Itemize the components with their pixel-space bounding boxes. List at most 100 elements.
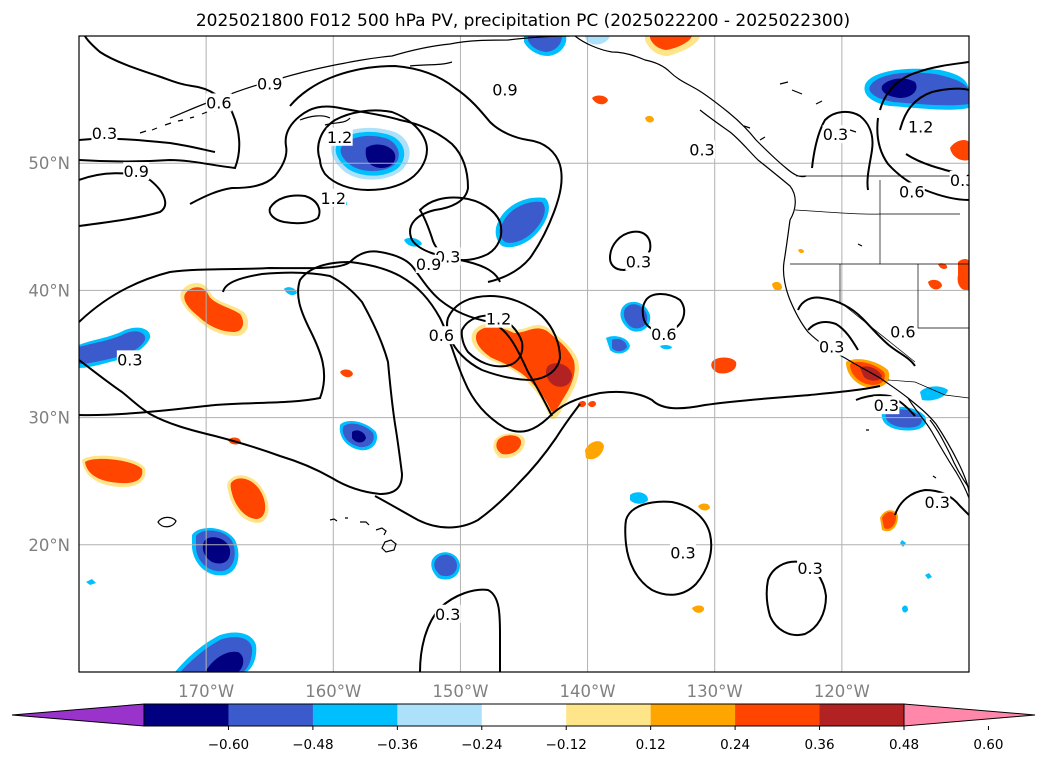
contour-label-bg (91, 123, 118, 142)
colorbar-extend-min (11, 703, 145, 727)
colorbar-tick-label: −0.48 (292, 737, 333, 753)
contour-label: 0.3 (823, 125, 848, 144)
coast-islands (743, 125, 937, 479)
precip-pos-blob (928, 279, 942, 290)
precip-pos-blob (496, 435, 522, 455)
precip-pos-blob (772, 281, 782, 291)
contour-label-bg (434, 604, 461, 623)
contour-label: 0.3 (874, 396, 899, 415)
lat-tick-label: 20°N (28, 536, 70, 555)
lon-tick-label: 120°W (814, 682, 870, 701)
contour-label: 0.6 (899, 182, 924, 201)
precip-neg-blob (585, 36, 610, 45)
pv-contour-line (189, 105, 501, 283)
colorbar-tick-label: −0.60 (208, 737, 249, 753)
contour-label-bg (415, 254, 442, 273)
colorbar-segment (397, 704, 483, 726)
precip-neg-blob (352, 430, 366, 443)
contour-label: 0.3 (435, 605, 460, 624)
pv-contour-line (374, 403, 581, 529)
midway (157, 516, 177, 528)
colorbar-segment (228, 704, 314, 726)
precip-neg-blob (920, 386, 948, 401)
colorbar: −0.60 −0.48 −0.36 −0.24 −0.12 0.12 0.24 0.36 0.4… (11, 703, 1036, 753)
pv-contour-line (765, 560, 828, 636)
contour-label-bg (669, 543, 696, 562)
map-title: 2025021800 F012 500 hPa PV, precipitatio… (196, 11, 850, 31)
contour-label-bg (898, 182, 925, 201)
contour-label-bg (491, 80, 518, 99)
precip-pos-blob (882, 511, 896, 529)
precip-neg-blob (205, 651, 244, 672)
pv-contour-line (797, 296, 916, 367)
contour-label-bg (123, 162, 150, 181)
precip-neg-blob (434, 554, 457, 577)
pv-contour-line (876, 117, 969, 201)
pv-contour-line (624, 500, 713, 596)
state-border-id (879, 180, 969, 265)
alaska-interior (299, 61, 453, 126)
precip-neg-blob (202, 537, 231, 564)
contour-label-bg (822, 125, 849, 144)
hawaii-islands (329, 517, 397, 553)
pv-contour-line (268, 194, 321, 225)
map-area: 0.9 0.3 0.6 0.9 1.2 1.2 0.9 0.3 0.9 0.6 1.2 0.3 0.3 0… (79, 36, 975, 672)
colorbar-tick-label: −0.36 (377, 737, 418, 753)
latitude-labels: 50°N 40°N 30°N 20°N (28, 154, 70, 555)
precip-neg-blob (902, 605, 908, 613)
gulf-of-california (929, 419, 969, 489)
lon-tick-label: 170°W (178, 682, 234, 701)
contour-label: 1.2 (327, 128, 352, 147)
lon-tick-label: 160°W (305, 682, 361, 701)
lat-tick-label: 50°N (28, 154, 70, 173)
contour-label: 0.3 (819, 338, 844, 357)
precip-neg-blob (612, 338, 627, 352)
contour-label-bg (907, 117, 934, 136)
precip-pos-blob (698, 503, 710, 511)
precip-pos-blob (645, 115, 654, 123)
precip-pos-blob (798, 248, 804, 254)
lon-tick-label: 140°W (560, 682, 616, 701)
precip-neg-blob (284, 287, 297, 296)
contour-label-bg (256, 74, 283, 93)
precip-pos-blob (230, 478, 266, 519)
contour-label: 0.6 (651, 325, 676, 344)
lat-tick-label: 30°N (28, 409, 70, 428)
colorbar-tick-label: 0.12 (636, 737, 666, 753)
colorbar-tick-label: −0.24 (461, 737, 502, 753)
colorbar-segment (819, 704, 905, 726)
precip-pos-blob (475, 326, 575, 412)
contour-label-bg (650, 324, 677, 343)
contour-label: 0.3 (950, 171, 975, 190)
colorbar-segment (650, 704, 736, 726)
contour-label: 0.3 (117, 350, 142, 369)
contour-label-bg (320, 188, 347, 207)
colorbar-extend-max (903, 703, 1036, 727)
longitude-labels: 170°W 160°W 150°W 140°W 130°W 120°W (178, 682, 870, 701)
contour-label: 0.3 (670, 544, 695, 563)
colorbar-segment (735, 704, 821, 726)
colorbar-segment (481, 704, 567, 726)
baja-peninsula (907, 397, 969, 499)
pv-contour-line (289, 64, 563, 283)
map-frame (78, 35, 970, 673)
political-borders (790, 175, 969, 399)
colorbar-tick-label: 0.60 (973, 737, 1003, 753)
contour-label-bg (205, 93, 232, 112)
pv-contour-line (79, 172, 167, 227)
precipitation-shading (79, 36, 969, 672)
precip-neg-blob (365, 144, 396, 168)
colorbar-tick-label: −0.12 (546, 737, 587, 753)
contour-label-bg (428, 326, 455, 345)
colorbar-tick-label: 0.48 (889, 737, 919, 753)
contour-label-bg (326, 127, 353, 146)
gridlines (79, 36, 969, 672)
precip-pos-blob (340, 369, 353, 378)
precip-pos-blob (650, 36, 692, 50)
contour-label: 0.3 (797, 559, 822, 578)
precip-neg-blob (630, 492, 648, 504)
contour-label: 0.3 (924, 493, 949, 512)
precip-neg-blob (900, 540, 906, 547)
pv-contour-line (317, 109, 428, 192)
pv-contour-line (855, 394, 916, 417)
